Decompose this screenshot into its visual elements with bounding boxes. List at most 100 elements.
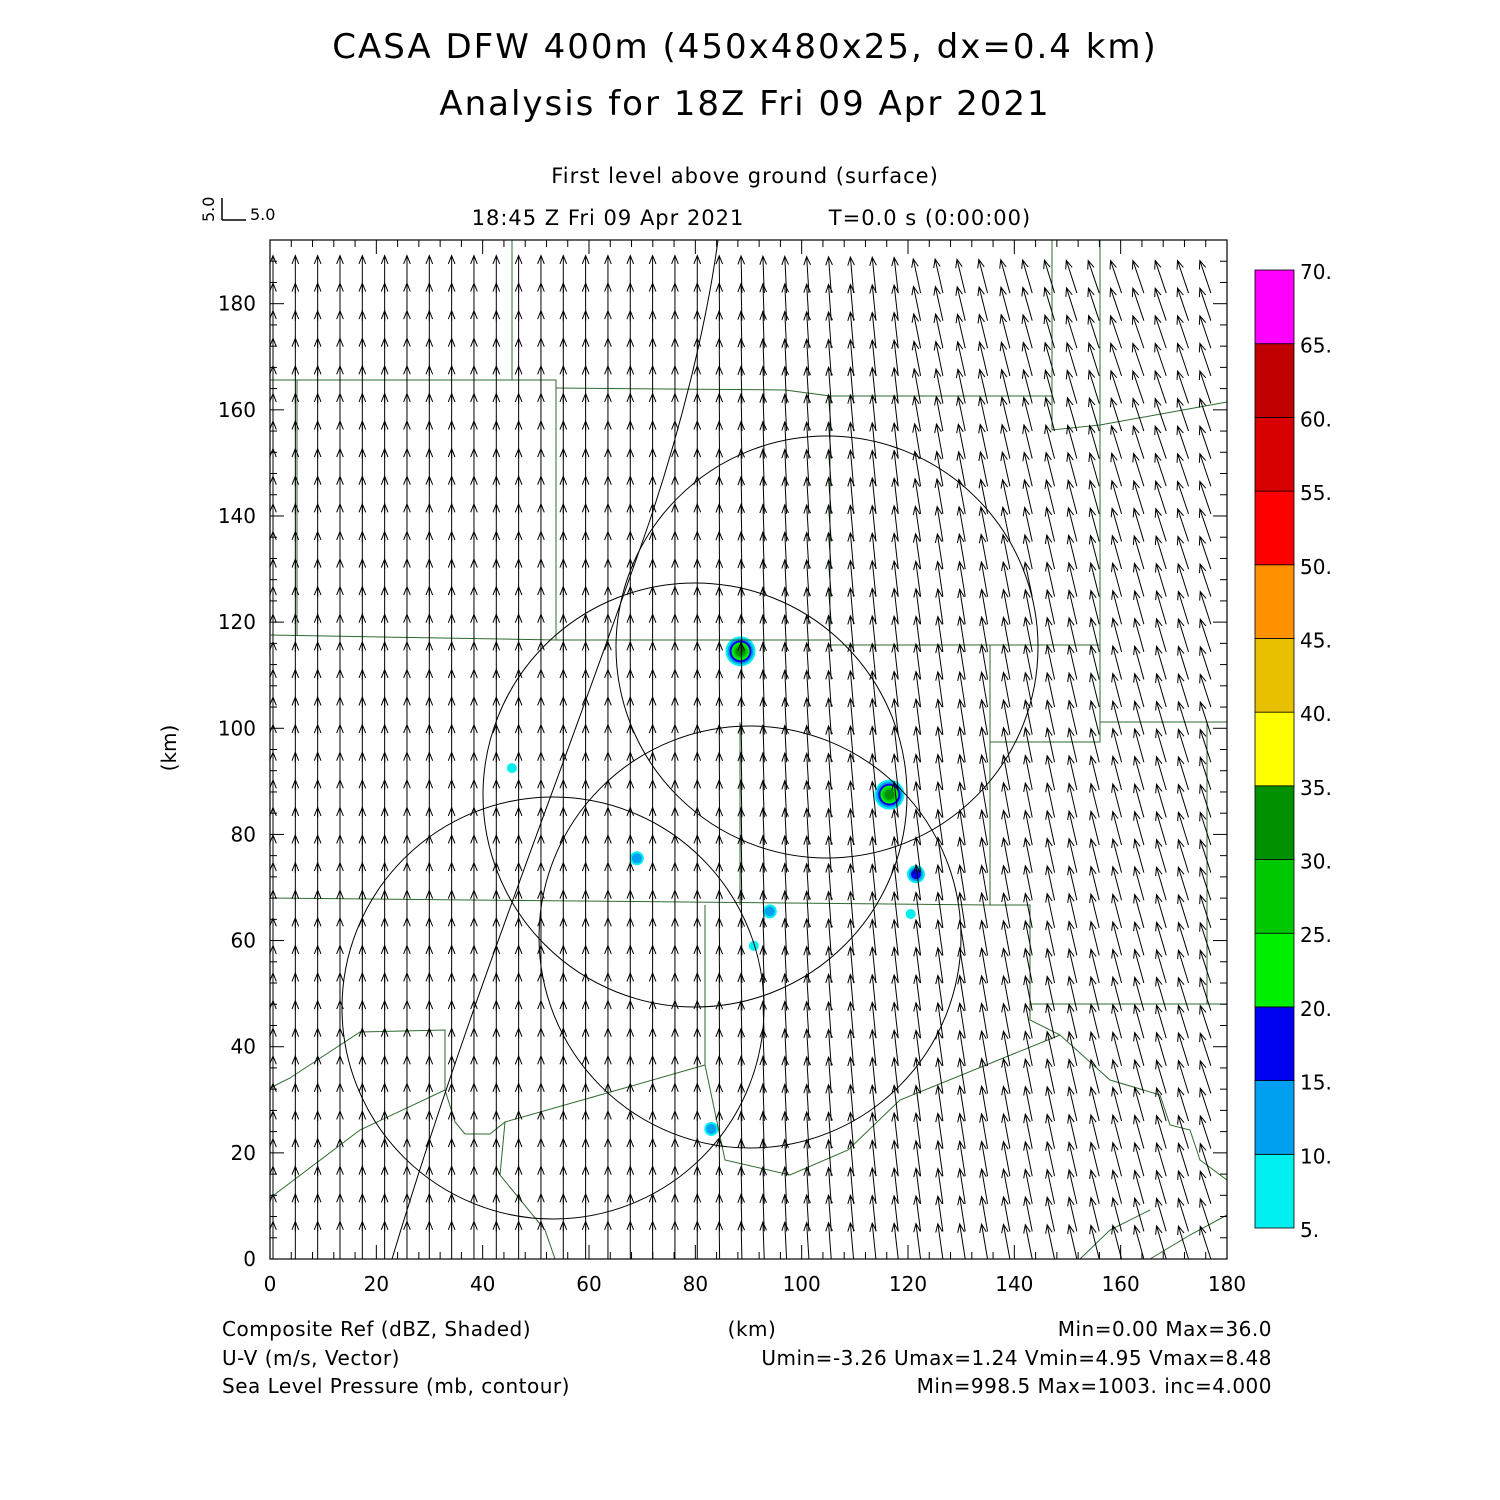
wind-vector xyxy=(911,285,922,321)
wind-vector xyxy=(1001,1002,1011,1039)
wind-vector xyxy=(1155,562,1167,597)
colorbar-label: 60. xyxy=(1300,407,1332,431)
wind-vector xyxy=(781,945,789,984)
wind-vector xyxy=(957,587,966,625)
wind-vector xyxy=(1198,452,1212,487)
wind-vector xyxy=(1177,1197,1190,1232)
wind-vector xyxy=(1089,1141,1100,1177)
wind-vector xyxy=(759,889,767,928)
wind-vector xyxy=(891,1111,899,1149)
wind-vector xyxy=(1067,782,1078,818)
reflectivity-echo xyxy=(905,909,916,920)
colorbar-swatch xyxy=(1254,490,1295,566)
y-tick-label: 100 xyxy=(218,716,256,740)
wind-vector xyxy=(978,505,989,542)
colorbar-swatch xyxy=(1254,638,1295,713)
wind-vector xyxy=(979,919,989,956)
wind-vector xyxy=(891,338,899,376)
wind-vector xyxy=(869,587,877,625)
wind-vector xyxy=(935,560,944,597)
wind-vector xyxy=(911,312,922,349)
wind-vector xyxy=(1001,1085,1011,1122)
wind-vector xyxy=(1023,698,1033,735)
x-tick-label: 140 xyxy=(995,1272,1033,1296)
wind-vector xyxy=(913,918,922,956)
wind-vector xyxy=(933,257,944,294)
wind-vector xyxy=(1067,1196,1078,1232)
wind-vector xyxy=(1045,754,1056,790)
wind-vector xyxy=(1199,728,1212,763)
wind-vector xyxy=(955,258,966,294)
wind-vector xyxy=(935,946,944,984)
wind-vector xyxy=(1177,728,1190,763)
wind-vector xyxy=(1067,1113,1078,1149)
wind-vector xyxy=(1000,423,1011,459)
wind-vector xyxy=(1067,864,1078,901)
wind-vector xyxy=(425,254,434,294)
wind-vector xyxy=(781,1000,789,1039)
wind-vector xyxy=(1001,919,1011,956)
wind-vector xyxy=(781,696,789,735)
wind-vector xyxy=(979,753,989,790)
wind-vector xyxy=(759,696,767,735)
wind-vector xyxy=(934,395,944,432)
reflectivity-echo xyxy=(735,646,746,657)
wind-vector xyxy=(935,1112,944,1149)
wind-vector xyxy=(1154,534,1167,570)
wind-vector xyxy=(1043,341,1056,377)
wind-vector xyxy=(1065,259,1078,294)
wind-vector xyxy=(759,1110,767,1149)
wind-vector xyxy=(759,917,767,956)
wind-vector xyxy=(1154,369,1167,404)
wind-vector xyxy=(1001,560,1011,597)
wind-vector xyxy=(1133,1058,1145,1094)
wind-vector xyxy=(1089,616,1100,652)
wind-vector xyxy=(869,1083,877,1122)
wind-vector xyxy=(979,1167,989,1204)
wind-vector xyxy=(759,972,767,1011)
wind-vector xyxy=(737,475,746,514)
wind-vector xyxy=(1023,919,1033,956)
wind-vector xyxy=(913,808,922,846)
x-tick-label: 100 xyxy=(783,1272,821,1296)
wind-vector xyxy=(291,254,300,294)
wind-vector xyxy=(891,1222,899,1260)
wind-vector xyxy=(759,1220,767,1260)
wind-vector xyxy=(759,806,767,846)
wind-vector xyxy=(1199,949,1212,984)
wind-vector xyxy=(759,944,767,984)
wind-vector xyxy=(1001,643,1011,680)
wind-vector xyxy=(1023,1195,1033,1232)
county-boundaries xyxy=(269,240,1228,1260)
wind-vector xyxy=(1133,948,1145,984)
wind-vector xyxy=(759,1027,767,1066)
wind-vector xyxy=(956,422,966,459)
wind-vector xyxy=(913,863,922,901)
wind-vector xyxy=(781,1110,789,1149)
wind-vector xyxy=(1021,341,1033,376)
wind-vector xyxy=(1089,589,1100,625)
wind-vector xyxy=(869,504,877,542)
wind-vector xyxy=(913,1194,922,1232)
wind-vector xyxy=(1087,341,1100,377)
wind-vector xyxy=(1133,644,1145,680)
wind-vector xyxy=(891,311,899,349)
wind-vector xyxy=(1089,892,1100,928)
wind-vector xyxy=(1045,975,1056,1011)
wind-vector xyxy=(1089,947,1100,984)
wind-vector xyxy=(1131,369,1145,404)
wind-vector xyxy=(1089,727,1100,763)
wind-vector xyxy=(1067,561,1078,597)
wind-vector xyxy=(1155,948,1167,984)
wind-vector xyxy=(1111,893,1123,928)
wind-vector xyxy=(1132,424,1145,459)
wind-vector xyxy=(737,696,746,735)
wind-vector xyxy=(935,753,944,790)
wind-vector xyxy=(1155,1141,1167,1177)
wind-vector xyxy=(1088,451,1100,487)
wind-vector xyxy=(891,670,899,708)
wind-vector xyxy=(1111,589,1123,625)
wind-vector xyxy=(1199,1114,1212,1149)
wind-vector xyxy=(1177,1004,1190,1039)
wind-vector xyxy=(1133,617,1145,652)
